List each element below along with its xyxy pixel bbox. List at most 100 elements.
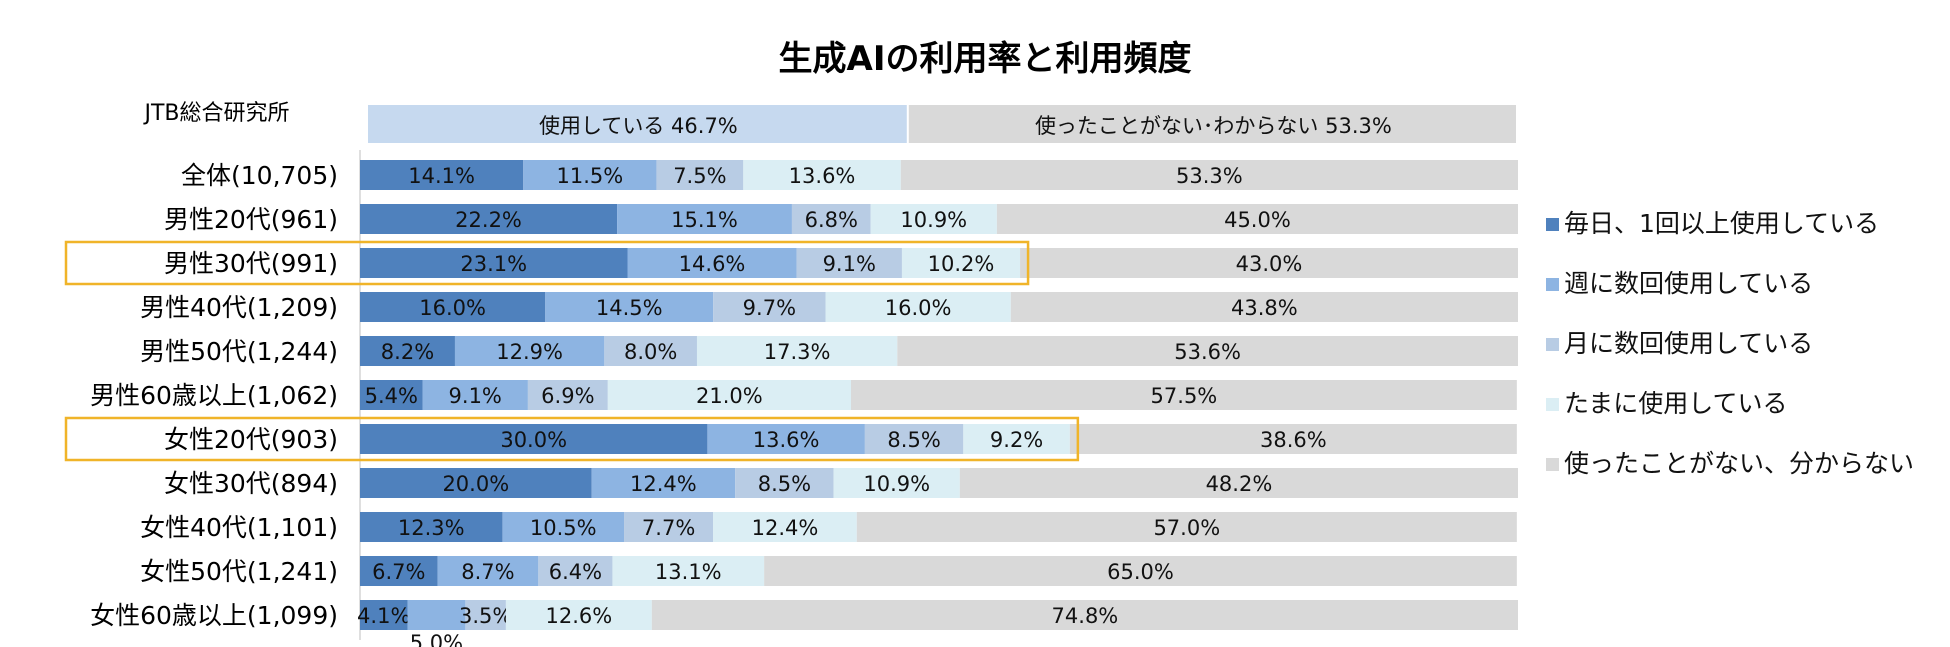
- bar-segment: [523, 160, 657, 190]
- legend-swatch: [1546, 338, 1559, 351]
- bar-segment: [545, 292, 714, 322]
- bar-value-label: 12.4%: [752, 516, 819, 540]
- bar-segment: [360, 512, 503, 542]
- bar-value-label: 13.6%: [789, 164, 856, 188]
- legend-swatch: [1546, 458, 1559, 471]
- bar-segment: [735, 468, 834, 498]
- category-label: 男性20代(961): [164, 205, 338, 234]
- highlight-box: [64, 416, 1080, 462]
- bar-value-label: 12.9%: [496, 340, 563, 364]
- summary-header-block: [908, 105, 1516, 143]
- bar-value-label: 43.8%: [1231, 296, 1298, 320]
- bar-value-label: 53.6%: [1174, 340, 1241, 364]
- bar-value-label: 57.5%: [1151, 384, 1218, 408]
- source-label: JTB総合研究所: [142, 101, 289, 126]
- bar-value-label: 22.2%: [455, 208, 522, 232]
- bar-value-label: 20.0%: [442, 472, 509, 496]
- legend-label: 週に数回使用している: [1564, 269, 1813, 298]
- bar-segment: [651, 600, 1518, 630]
- bar-segment: [502, 512, 625, 542]
- bar-value-label: 74.8%: [1052, 604, 1119, 628]
- bar-value-label: 13.6%: [753, 428, 820, 452]
- bar-segment: [437, 556, 539, 586]
- bar-value-label: 8.2%: [381, 340, 434, 364]
- bar-segment: [360, 556, 438, 586]
- legend: 毎日、1回以上使用している週に数回使用している月に数回使用しているたまに使用して…: [1546, 209, 1914, 478]
- bar-value-label: 7.7%: [642, 516, 695, 540]
- bar-segment: [465, 600, 506, 630]
- bar-segment: [696, 336, 898, 366]
- bar-segment: [1069, 424, 1517, 454]
- bar-segment: [900, 160, 1518, 190]
- bar-segment: [743, 160, 901, 190]
- bar-segment: [959, 468, 1518, 498]
- bar-segment: [360, 468, 592, 498]
- bar-segment: [624, 512, 714, 542]
- bar-segment: [360, 160, 524, 190]
- bar-value-label: 14.5%: [596, 296, 663, 320]
- legend-label: たまに使用している: [1564, 389, 1788, 418]
- bar-segment: [764, 556, 1517, 586]
- bar-value-label: 57.0%: [1153, 516, 1220, 540]
- bar-segment: [864, 424, 964, 454]
- category-label: 男性30代(991): [164, 249, 338, 278]
- bar-value-label: 48.2%: [1206, 472, 1273, 496]
- bar-value-label: 10.5%: [530, 516, 597, 540]
- highlight-box: [64, 240, 1030, 286]
- bar-segment: [591, 468, 736, 498]
- bar-value-label: 10.2%: [928, 252, 995, 276]
- bar-value-label: 7.5%: [673, 164, 726, 188]
- bar-segment: [538, 556, 613, 586]
- bar-value-label: 14.1%: [408, 164, 475, 188]
- bar-segment: [796, 248, 902, 278]
- legend-label: 使ったことがない、分からない: [1564, 449, 1914, 478]
- bar-value-label: 10.9%: [900, 208, 967, 232]
- bar-segment: [612, 556, 765, 586]
- bar-segment: [850, 380, 1517, 410]
- category-label: 全体(10,705): [181, 161, 338, 190]
- category-label: 男性50代(1,244): [140, 337, 338, 366]
- bar-value-label: 21.0%: [696, 384, 763, 408]
- bar-segment: [627, 248, 797, 278]
- bar-value-label: 9.1%: [449, 384, 502, 408]
- bar-segment: [713, 292, 826, 322]
- bar-value-label: 12.4%: [630, 472, 697, 496]
- bar-value-label: 43.0%: [1236, 252, 1303, 276]
- bar-segment: [1020, 248, 1518, 278]
- category-label: 女性50代(1,241): [140, 557, 338, 586]
- bar-value-label: 65.0%: [1107, 560, 1174, 584]
- bar-segment: [360, 292, 546, 322]
- bar-segment: [360, 248, 628, 278]
- bar-value-label: 5.0%: [410, 631, 463, 647]
- bar-segment: [656, 160, 744, 190]
- bar-value-label: 23.1%: [460, 252, 527, 276]
- bar-segment: [791, 204, 871, 234]
- bar-value-label: 8.5%: [758, 472, 811, 496]
- bar-segment: [963, 424, 1070, 454]
- bar-value-label: 12.6%: [546, 604, 613, 628]
- bar-value-label: 16.0%: [885, 296, 952, 320]
- bar-segment: [870, 204, 997, 234]
- bar-value-label: 45.0%: [1224, 208, 1291, 232]
- bar-value-label: 6.7%: [372, 560, 425, 584]
- bar-value-label: 14.6%: [679, 252, 746, 276]
- category-label: 女性40代(1,101): [140, 513, 338, 542]
- bar-segment: [604, 336, 697, 366]
- legend-swatch: [1546, 278, 1559, 291]
- summary-header-block: [368, 105, 907, 143]
- bar-segment: [1010, 292, 1518, 322]
- bar-value-label: 8.5%: [887, 428, 940, 452]
- bar-segment: [360, 336, 455, 366]
- bar-value-label: 9.1%: [823, 252, 876, 276]
- legend-label: 月に数回使用している: [1564, 329, 1813, 358]
- bar-value-label: 5.4%: [365, 384, 418, 408]
- bar-value-label: 17.3%: [764, 340, 831, 364]
- bar-segment: [901, 248, 1021, 278]
- bar-value-label: 16.0%: [419, 296, 486, 320]
- bar-value-label: 3.5%: [459, 604, 512, 628]
- category-label: 男性40代(1,209): [140, 293, 338, 322]
- bar-value-label: 10.9%: [863, 472, 930, 496]
- summary-header-label: 使ったことがない･わからない 53.3%: [1035, 114, 1392, 138]
- bar-value-label: 15.1%: [671, 208, 738, 232]
